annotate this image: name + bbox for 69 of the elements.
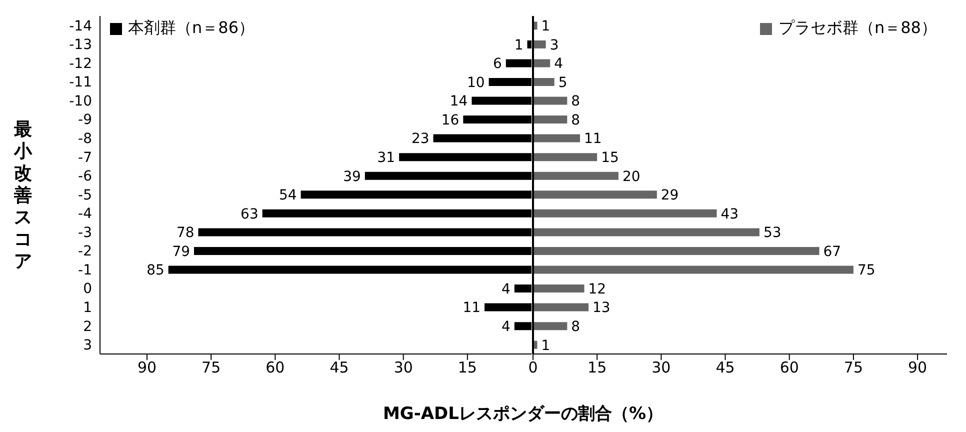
y-tick-label: -9: [78, 112, 92, 128]
y-axis-title: 最小改善スコア: [12, 119, 34, 273]
data-label: 8: [570, 112, 580, 128]
y-tick-label: -4: [78, 206, 92, 222]
x-tick-label: 90: [137, 358, 157, 377]
data-label: 4: [554, 56, 563, 72]
x-tick-label: 15: [587, 358, 606, 377]
legend-label: 本剤群（n＝86）: [128, 18, 254, 39]
data-label: 67: [822, 244, 841, 260]
y-tick-label: 1: [83, 300, 92, 316]
x-tick-label: 75: [843, 358, 863, 377]
data-label: 39: [343, 168, 361, 185]
data-label: 75: [856, 262, 875, 279]
data-label: 23: [411, 131, 430, 148]
data-label: 12: [588, 281, 606, 298]
y-tick-label: -11: [69, 74, 92, 91]
data-label: 29: [660, 188, 678, 204]
data-label: 53: [762, 225, 781, 242]
data-label: 20: [622, 168, 640, 185]
y-tick-label: 0: [83, 281, 92, 298]
x-axis-title: MG-ADLレスポンダーの割合（%）: [382, 403, 664, 425]
y-tick-label: -6: [78, 168, 92, 185]
x-tick-label: 30: [651, 358, 670, 377]
data-label: 15: [600, 150, 618, 166]
x-tick-label: 90: [908, 358, 927, 377]
x-tick-label: 60: [779, 358, 798, 377]
x-tick-label: 0: [528, 358, 538, 377]
x-tick-label: 30: [394, 358, 413, 377]
y-tick-label: -5: [78, 187, 92, 204]
data-label: 10: [467, 74, 485, 91]
data-label: 8: [570, 94, 580, 110]
data-label: 78: [176, 225, 194, 242]
y-tick-label: -1: [78, 262, 92, 278]
y-tick-label: 3: [83, 338, 92, 354]
data-label: 79: [172, 244, 190, 260]
x-tick-label: 15: [458, 358, 477, 377]
data-label: 13: [592, 300, 610, 316]
data-label: 16: [441, 112, 460, 128]
data-label: 11: [462, 300, 481, 316]
y-tick-label: 2: [83, 318, 92, 335]
data-label: 4: [502, 318, 511, 335]
y-tick-label: -8: [78, 131, 92, 148]
x-tick-label: 45: [330, 358, 349, 377]
y-tick-label: -2: [78, 244, 92, 260]
x-tick-label: 60: [266, 358, 285, 377]
data-label: 1: [514, 37, 524, 54]
x-tick-label: 45: [715, 358, 734, 377]
data-label: 14: [450, 94, 468, 110]
data-label: 11: [584, 131, 602, 148]
y-tick-label: -3: [78, 224, 92, 241]
data-label: 43: [720, 206, 738, 222]
data-label: 6: [492, 56, 502, 72]
y-tick-label: -7: [78, 150, 92, 166]
y-tick-label: -10: [69, 93, 92, 110]
data-label: 63: [240, 206, 258, 222]
data-label: 1: [540, 338, 550, 354]
data-label: 5: [558, 74, 567, 91]
data-label: 54: [279, 188, 297, 204]
data-label: 3: [549, 37, 558, 54]
x-tick-label: 75: [202, 358, 221, 377]
y-tick-label: -14: [69, 18, 92, 34]
legend-label: プラセボ群（n＝88）: [778, 18, 937, 39]
y-tick-label: -12: [69, 56, 92, 72]
data-label: 85: [146, 262, 164, 279]
data-label: 31: [377, 150, 396, 166]
data-label: 4: [502, 281, 511, 298]
data-label: 8: [570, 318, 580, 335]
data-label: 1: [540, 18, 550, 35]
y-tick-label: -13: [69, 37, 92, 54]
